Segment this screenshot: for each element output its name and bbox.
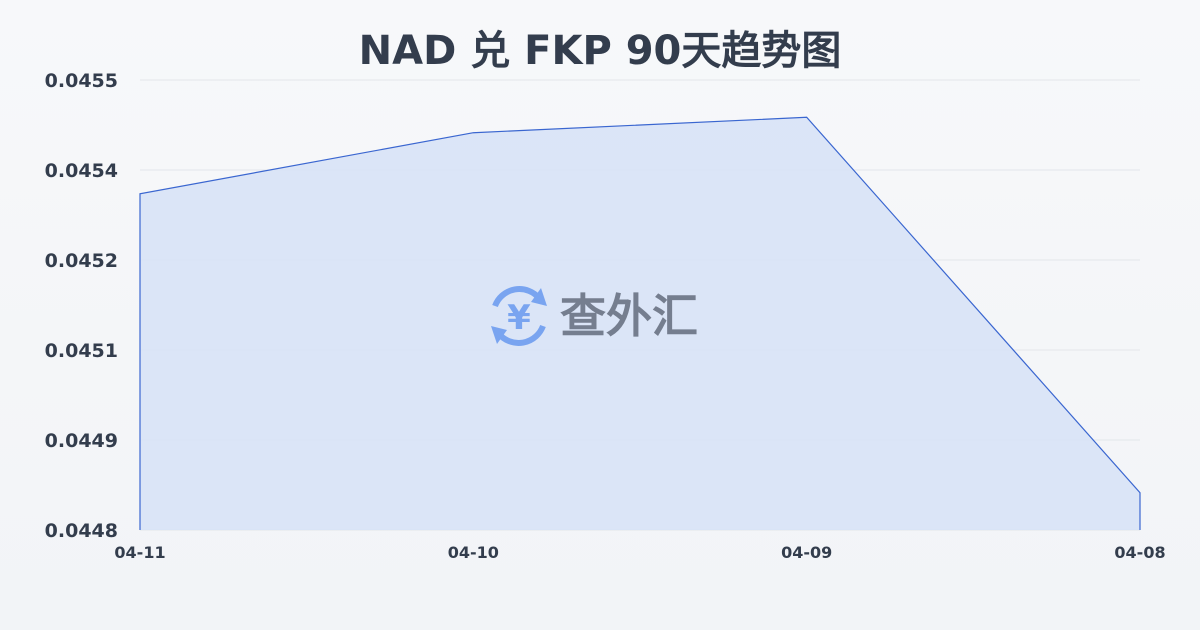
watermark: ¥ 查外汇 xyxy=(491,286,698,346)
y-tick-label: 0.0451 xyxy=(45,340,118,362)
x-tick-label: 04-10 xyxy=(448,543,499,562)
yen-exchange-icon: ¥ xyxy=(491,286,547,346)
area-fill xyxy=(140,117,1140,531)
y-tick-label: 0.0448 xyxy=(45,520,118,542)
y-tick-label: 0.0452 xyxy=(45,250,118,272)
chart-title: NAD 兑 FKP 90天趋势图 xyxy=(358,28,842,74)
x-tick-label: 04-08 xyxy=(1114,543,1165,562)
y-tick-label: 0.0454 xyxy=(45,160,118,182)
watermark-text: 查外汇 xyxy=(560,289,698,343)
x-tick-label: 04-09 xyxy=(781,543,832,562)
y-tick-label: 0.0455 xyxy=(45,70,118,92)
series-line xyxy=(139,116,1141,530)
y-tick-label: 0.0449 xyxy=(45,430,118,452)
x-tick-label: 04-11 xyxy=(114,543,165,562)
svg-text:¥: ¥ xyxy=(507,298,531,338)
